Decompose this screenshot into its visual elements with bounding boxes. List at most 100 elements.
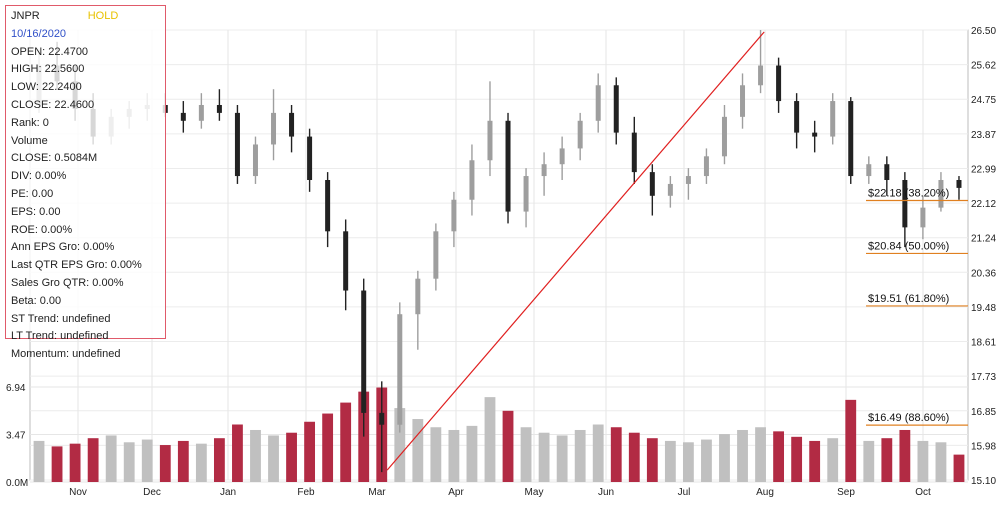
stat-beta: Beta: 0.00 [11,294,62,307]
volume-bar [520,427,532,482]
price-tick-label: 18.61 [971,338,996,349]
candle-body [180,112,186,121]
candle-body [343,231,349,291]
candle-body [703,156,709,177]
volume-bar [881,438,893,482]
candle-body [577,120,583,149]
volume-bar [286,432,297,482]
volume-bar [592,424,604,482]
month-label: Jul [678,487,691,498]
volume-bar [917,440,929,482]
candle-body [379,412,385,425]
volume-bar [141,439,153,482]
volume-bar [682,442,694,482]
volume-bar [250,429,261,482]
price-tick-label: 15.98 [971,441,996,452]
stat-ann-eps-gro: Ann EPS Gro: 0.00% [11,241,115,254]
volume-bar [105,435,117,482]
volume-bar [340,402,352,482]
volume-bar [556,435,568,482]
volume-bar [412,419,424,482]
volume-bar [755,427,766,482]
price-tick-label: 17.73 [971,372,996,383]
candle-body [523,176,529,212]
stat-open: OPEN: 22.4700 [11,45,89,58]
stat-sales-gro-qtr: Sales Gro QTR: 0.00% [11,276,124,289]
price-tick-label: 26.50 [971,26,996,37]
volume-bar [232,424,243,482]
fibonacci-levels: $22.18 (38.20%) $20.84 (50.00%) $19.51 (61… [866,188,968,426]
candle-body [721,116,727,157]
price-candles [36,30,962,473]
candle-body [740,85,746,117]
stat-momentum: Momentum: undefined [11,348,121,361]
candle-body [216,105,222,113]
fib-level-label: $16.49 (88.60%) [868,412,949,424]
month-label: Dec [143,487,161,498]
candle-body [613,85,619,133]
stat-roe: ROE: 0.00% [11,223,73,236]
volume-bar [773,431,785,482]
stat-volume-close: CLOSE: 0.5084M [11,152,98,165]
stat-low: LOW: 22.2400 [11,81,82,94]
volume-bar [827,438,839,482]
volume-bar [430,427,442,482]
stat-st-trend: ST Trend: undefined [11,312,111,325]
stat-high: HIGH: 22.5600 [11,63,85,76]
volume-bar [610,427,622,482]
volume-bar [177,440,189,482]
info-panel: JNPR HOLD 10/16/2020 OPEN: 22.4700 HIGH:… [5,5,166,360]
candle-body [307,136,313,180]
volume-bar [845,399,857,482]
candle-body [758,65,764,86]
candle-body [433,231,439,279]
trendline [386,31,765,471]
candle-body [776,65,782,102]
volume-bar [195,443,207,482]
month-label: Apr [448,487,464,498]
volume-bar [953,454,965,482]
candle-body [794,101,800,133]
month-label: Jun [598,487,614,498]
volume-bar [358,391,370,482]
volume-bar [466,425,478,482]
candle-body [631,132,637,173]
stat-eps: EPS: 0.00 [11,205,61,218]
candle-body [271,112,277,145]
candle-body [884,164,890,180]
fib-level-label: $20.84 (50.00%) [868,240,949,252]
volume-bar [935,442,947,482]
volume-bars [33,387,965,482]
volume-bar [664,440,676,482]
volume-bar [863,440,875,482]
volume-bar [87,438,99,482]
fib-level-label: $22.18 (38.20%) [868,188,949,200]
price-tick-label: 15.10 [971,476,996,487]
candle-body [234,112,240,177]
candle-body [198,105,204,121]
volume-bar [123,442,135,482]
candle-body [866,164,872,177]
month-label: May [525,487,544,498]
price-tick-label: 22.12 [971,199,996,210]
price-tick-label: 16.85 [971,407,996,418]
volume-bar [51,446,63,482]
volume-bar [538,432,550,482]
volume-bar [304,421,316,482]
volume-tick-label: 3.47 [6,430,26,441]
candle-body [956,180,962,188]
candle-body [595,85,601,121]
candle-body [902,180,908,228]
volume-bar [809,440,821,482]
ticker-symbol: JNPR [11,10,40,22]
stat-lt-trend: LT Trend: undefined [11,330,109,343]
volume-bar [701,439,712,482]
candle-body [325,180,331,232]
volume-tick-label: 6.94 [6,383,26,394]
price-tick-label: 20.36 [971,268,996,279]
candle-body [559,148,565,165]
volume-bar [574,429,586,482]
candle-body [252,144,258,177]
volume-bar [322,413,334,482]
